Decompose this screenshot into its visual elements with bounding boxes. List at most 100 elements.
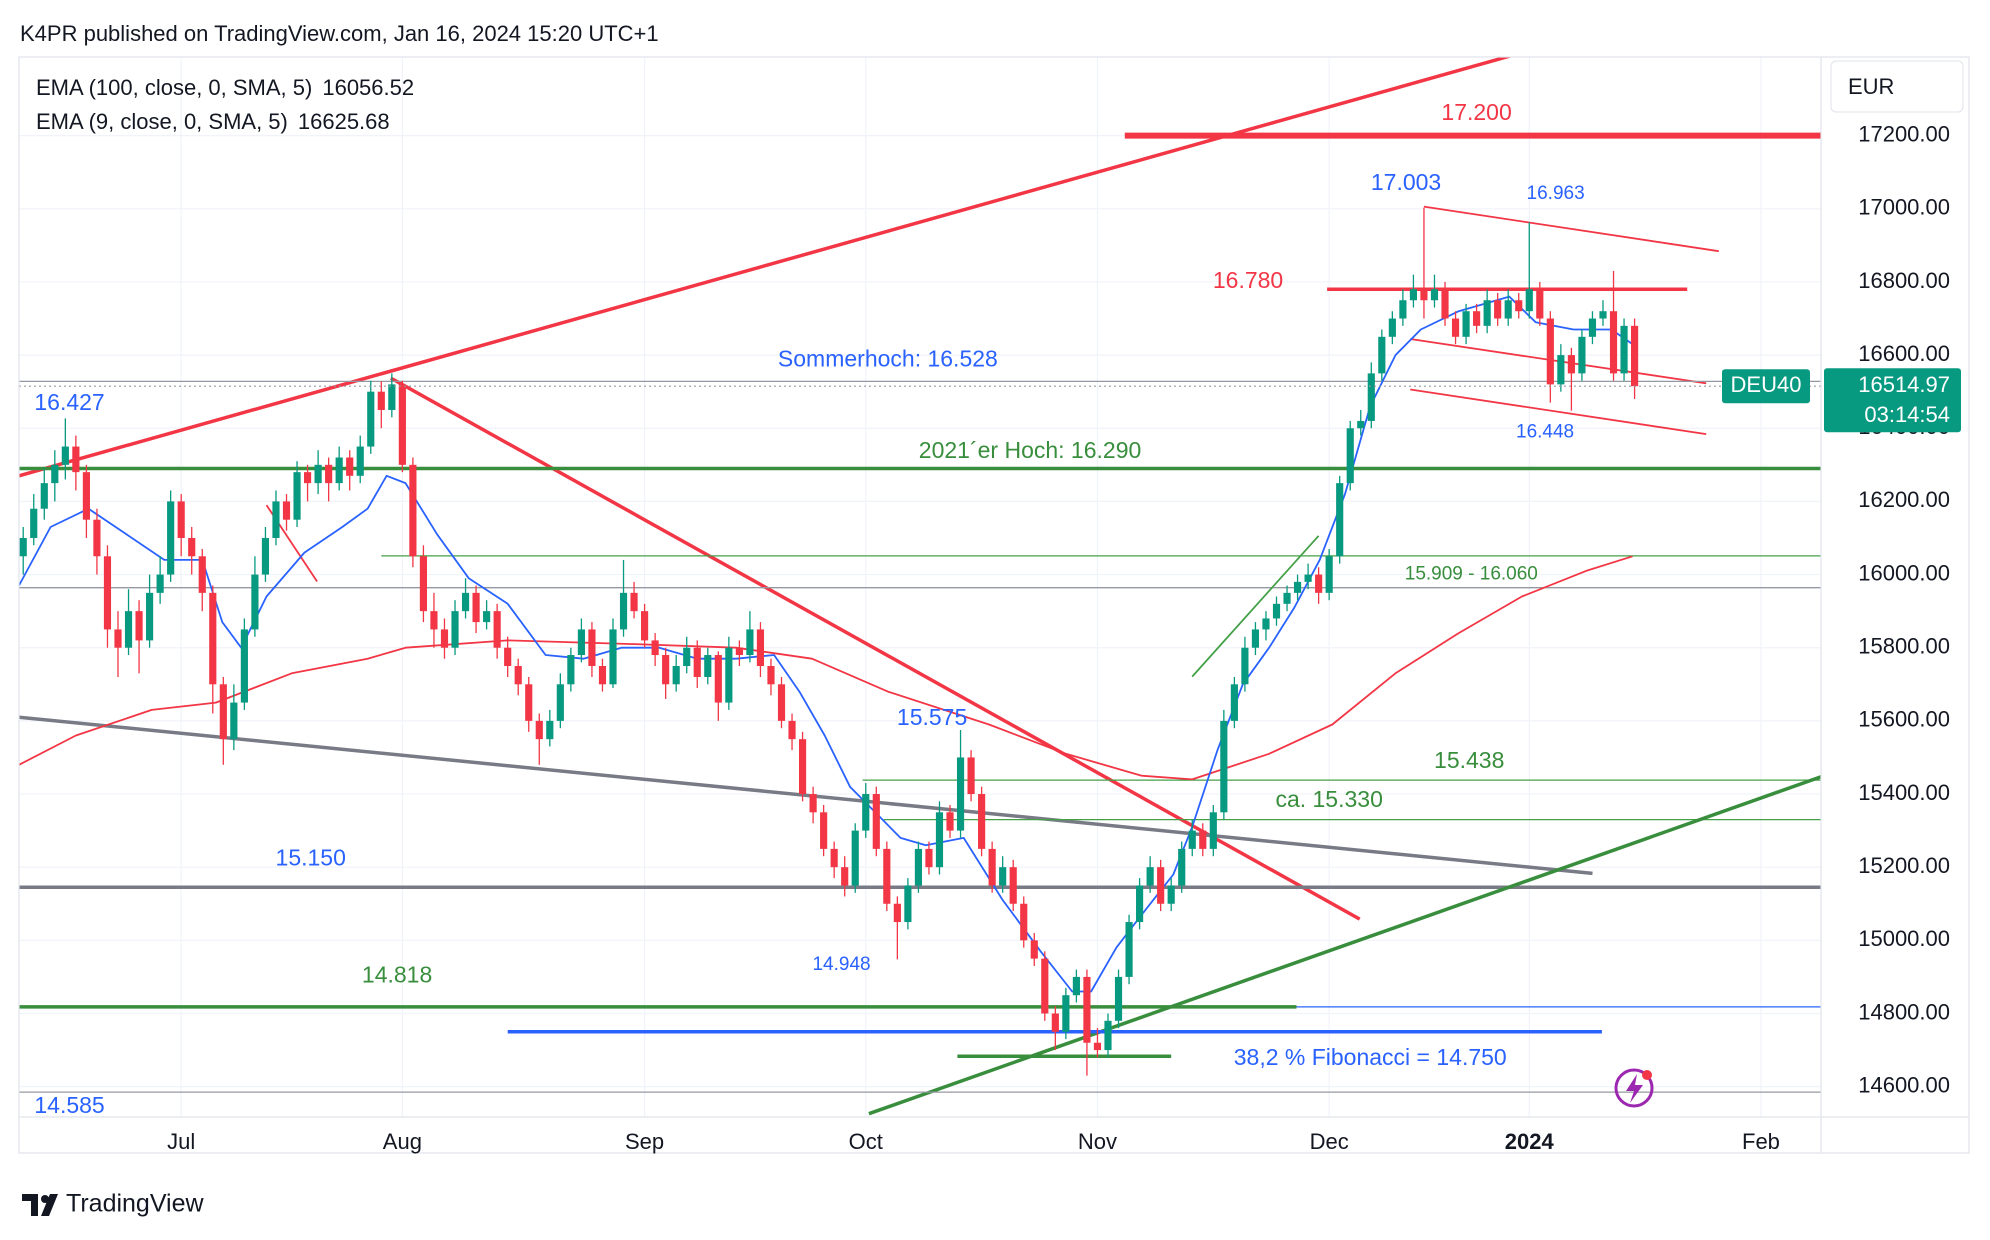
candle-body xyxy=(1578,336,1586,374)
candle-body xyxy=(40,483,48,509)
price-badge xyxy=(1824,368,1961,433)
candle-body xyxy=(314,464,322,484)
candle-body xyxy=(72,446,80,473)
candle-body xyxy=(1062,995,1070,1032)
candle-body xyxy=(1462,311,1470,337)
candle-body xyxy=(1241,647,1249,685)
annotation: 17.200 xyxy=(1441,99,1511,125)
candle-body xyxy=(430,611,438,630)
candle-body xyxy=(1146,867,1154,886)
x-tick-label: 2024 xyxy=(1505,1129,1555,1154)
annotation: 14.948 xyxy=(812,954,870,975)
candle-body xyxy=(93,519,101,557)
trend-line xyxy=(19,715,1593,876)
candle-body xyxy=(1251,629,1260,648)
candle-body xyxy=(82,472,90,520)
candle-body xyxy=(1072,976,1080,996)
candle-body xyxy=(124,611,133,648)
candle-body xyxy=(588,629,596,667)
candle-body xyxy=(356,446,364,476)
countdown-label: 03:14:54 xyxy=(1864,402,1950,427)
candle-body xyxy=(809,794,817,813)
annotation: 16.427 xyxy=(34,389,104,415)
candle-body xyxy=(999,867,1007,886)
candle-body xyxy=(177,501,185,538)
candle-body xyxy=(51,464,59,484)
lightning-icon xyxy=(1614,1068,1654,1108)
candle-body xyxy=(1441,289,1449,319)
trend-line xyxy=(1191,535,1320,678)
candle-body xyxy=(598,666,607,685)
candle-body xyxy=(472,592,480,623)
candle-body xyxy=(1515,300,1523,312)
candle-body xyxy=(1009,867,1017,904)
y-tick-label: 15600.00 xyxy=(1858,707,1950,732)
axes: 14600.00 14800.00 15000.00 15200.00 15400.00… xyxy=(167,121,1961,1154)
candle-body xyxy=(798,739,807,795)
trend-line xyxy=(1410,388,1707,435)
candle-body xyxy=(1325,556,1333,593)
candle-body xyxy=(1104,1020,1112,1051)
candle-body xyxy=(714,655,722,703)
candle-body xyxy=(672,666,680,685)
candle-body xyxy=(756,629,765,667)
candle-body xyxy=(1220,720,1228,813)
candle-body xyxy=(377,391,385,410)
candle-body xyxy=(556,684,564,721)
candle-body xyxy=(219,684,227,740)
candle-body xyxy=(1430,289,1439,301)
annotation: 38,2 % Fibonacci = 14.750 xyxy=(1234,1044,1507,1070)
y-tick-label: 14600.00 xyxy=(1858,1072,1950,1097)
candle-body xyxy=(293,472,301,520)
currency: EUR xyxy=(1848,74,1894,99)
legend-value: 16625.68 xyxy=(298,109,390,134)
trend-line xyxy=(1423,205,1719,253)
y-tick-label: 15000.00 xyxy=(1858,926,1950,951)
candle-body xyxy=(546,720,554,740)
candle-body xyxy=(883,848,891,904)
ema-line xyxy=(19,555,1633,781)
candle-body xyxy=(1378,336,1386,374)
y-tick-label: 15400.00 xyxy=(1858,780,1950,805)
y-tick-label: 15200.00 xyxy=(1858,853,1950,878)
candle-body xyxy=(1136,885,1144,923)
frame xyxy=(18,56,1970,1154)
candle-body xyxy=(419,556,428,612)
candle-body xyxy=(577,629,585,656)
annotation: 15.150 xyxy=(276,845,346,871)
candle-body xyxy=(1157,867,1165,904)
candle-body xyxy=(1367,373,1375,421)
footer: TradingView xyxy=(66,1190,205,1218)
candle-body xyxy=(1420,289,1428,301)
annotation: 16.448 xyxy=(1516,422,1574,443)
annotation: 15.438 xyxy=(1434,747,1504,773)
candle-body xyxy=(641,611,649,641)
candle-body xyxy=(1557,355,1565,385)
candle-body xyxy=(1451,318,1460,337)
legend-value: 16056.52 xyxy=(322,75,414,100)
candle-body xyxy=(409,464,417,557)
candle-body xyxy=(1293,581,1302,593)
footer-logo xyxy=(22,1194,58,1216)
annotation: 15.909 - 16.060 xyxy=(1405,564,1538,585)
candle-body xyxy=(1083,976,1091,1043)
candle-body xyxy=(978,794,986,849)
candle-body xyxy=(440,629,449,648)
candle-body xyxy=(777,684,786,721)
candle-body xyxy=(1504,300,1512,319)
candle-body xyxy=(1030,940,1038,959)
candle-body xyxy=(872,794,880,849)
annotation: 17.003 xyxy=(1371,169,1441,195)
currency-box[interactable] xyxy=(1830,60,1964,113)
price-label: 16514.97 xyxy=(1858,372,1950,397)
candle-body xyxy=(1599,311,1607,319)
candle-body xyxy=(683,647,691,667)
candle-body xyxy=(1188,830,1196,849)
candle-body xyxy=(1399,300,1407,319)
candle-body xyxy=(946,812,954,831)
annotation: ca. 15.330 xyxy=(1275,786,1382,812)
annotation: 15.575 xyxy=(897,704,967,730)
candle-body xyxy=(135,611,143,641)
candle-body xyxy=(388,384,396,410)
